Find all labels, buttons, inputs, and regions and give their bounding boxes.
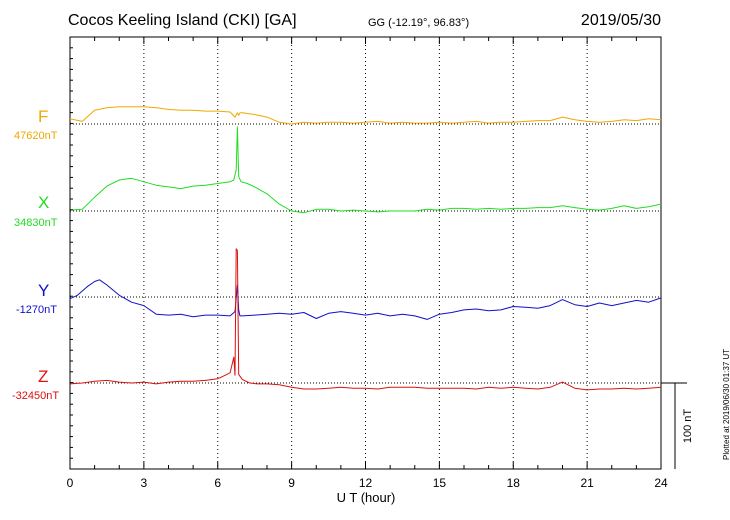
grid-lines <box>143 37 588 469</box>
trace-z <box>69 248 662 391</box>
x-tick-label: 6 <box>214 476 221 490</box>
x-tick-label: 21 <box>580 476 594 490</box>
trace-f <box>69 106 662 125</box>
x-tick-label: 18 <box>507 476 521 490</box>
traces <box>69 106 662 391</box>
x-tick-label: 24 <box>654 476 668 490</box>
x-axis: 0 3 6 9 12 15 18 21 24 <box>67 36 668 490</box>
baseline-label-y: -1270nT <box>16 304 57 316</box>
trace-x <box>69 126 662 214</box>
x-tick-label: 3 <box>141 476 148 490</box>
scale-bar-label: 100 nT <box>682 409 694 444</box>
channel-label-z: Z <box>38 367 49 386</box>
scale-bar: 100 nT <box>661 382 694 469</box>
baselines <box>70 123 661 384</box>
channel-label-f: F <box>38 107 49 126</box>
trace-y <box>69 279 662 320</box>
x-tick-label: 0 <box>67 476 74 490</box>
x-tick-label: 12 <box>359 476 373 490</box>
chart-date: 2019/05/30 <box>580 12 661 29</box>
x-axis-label: U T (hour) <box>337 490 396 505</box>
station-coordinates: GG (-12.19°, 96.83°) <box>368 17 470 29</box>
channel-label-y: Y <box>38 281 50 300</box>
baseline-label-f: 47620nT <box>14 130 58 142</box>
x-tick-label: 9 <box>288 476 295 490</box>
baseline-label-x: 34830nT <box>14 217 58 229</box>
station-title: Cocos Keeling Island (CKI) [GA] <box>68 12 297 29</box>
channel-label-x: X <box>38 193 50 212</box>
baseline-label-z: -32450nT <box>12 390 60 402</box>
x-tick-label: 15 <box>433 476 447 490</box>
